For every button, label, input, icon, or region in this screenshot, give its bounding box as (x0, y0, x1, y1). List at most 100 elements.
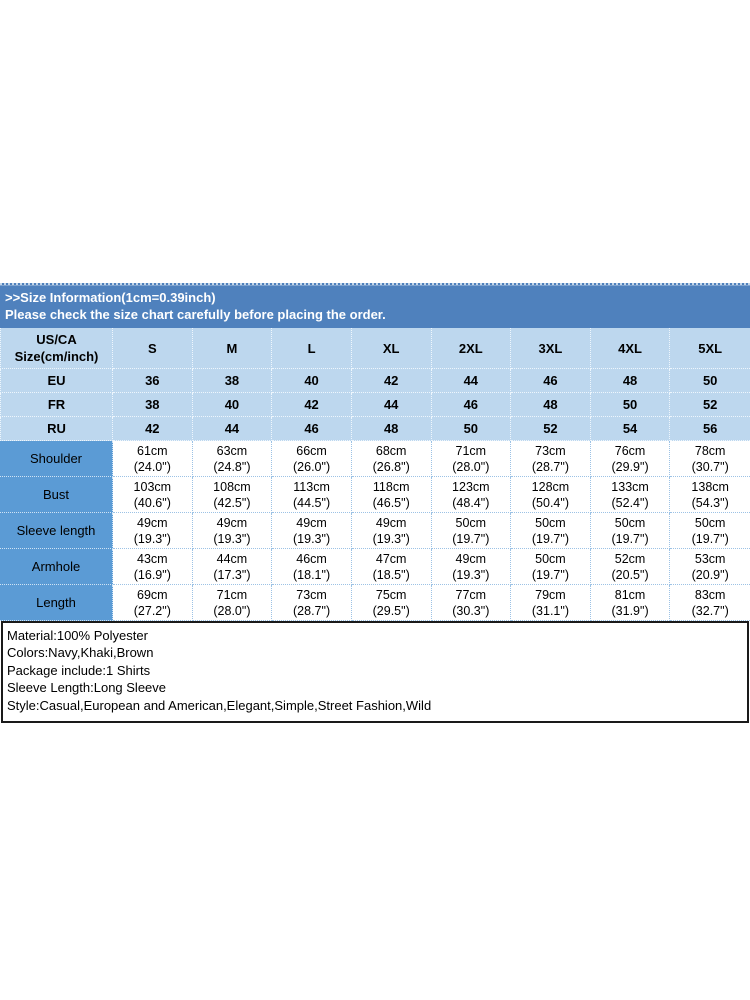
measurement-cell: 123cm (48.4") (431, 477, 512, 513)
region-size-cell: 44 (431, 369, 512, 393)
measurement-inch-value: (28.0") (213, 603, 251, 618)
measurement-inch-value: (40.6") (133, 495, 171, 510)
size-column-header: 3XL (511, 328, 591, 369)
measurement-inch-value: (50.4") (531, 495, 569, 510)
corner-header-line1: US/CA (36, 332, 77, 347)
measurement-label-cell: Length (0, 585, 113, 621)
measurement-row: Bust 103cm (40.6") 108cm (42.5") 113cm (44.5")… (0, 477, 750, 513)
measurement-cm-value: 50cm (535, 551, 566, 566)
size-chart-table: US/CA Size(cm/inch) S M L XL 2XL 3XL 4XL 5XL EU 36… (0, 328, 750, 621)
size-column-header: XL (351, 328, 432, 369)
measurement-inch-value: (19.7") (531, 531, 569, 546)
measurement-inch-value: (18.1") (293, 567, 331, 582)
measurement-cm-value: 71cm (455, 443, 487, 458)
measurement-inch-value: (26.8") (372, 459, 410, 474)
measurement-cm-value: 108cm (213, 479, 251, 494)
measurement-cm-value: 50cm (614, 515, 646, 530)
measurement-cm-value: 53cm (694, 551, 726, 566)
measurement-row: Armhole 43cm (16.9") 44cm (17.3") 46cm (18.1")… (0, 549, 750, 585)
measurement-cell: 50cm (19.7") (511, 549, 591, 585)
measurement-cell: 49cm (19.3") (113, 513, 193, 549)
region-size-cell: 50 (431, 417, 512, 441)
region-size-cell: 44 (351, 393, 432, 417)
measurement-inch-value: (19.7") (691, 531, 729, 546)
size-column-header: 4XL (590, 328, 671, 369)
measurement-inch-value: (44.5") (293, 495, 331, 510)
corner-header-cell: US/CA Size(cm/inch) (0, 328, 113, 369)
measurement-cm-value: 103cm (133, 479, 172, 494)
measurement-cm-value: 61cm (137, 443, 168, 458)
measurement-cell: 50cm (19.7") (431, 513, 512, 549)
measurement-inch-value: (19.3") (293, 531, 331, 546)
measurement-inch-value: (19.7") (531, 567, 569, 582)
measurement-inch-value: (24.0") (133, 459, 171, 474)
region-size-cell: 36 (113, 369, 193, 393)
measurement-cm-value: 79cm (535, 587, 566, 602)
measurement-inch-value: (30.7") (691, 459, 729, 474)
measurement-inch-value: (17.3") (213, 567, 251, 582)
measurement-cell: 69cm (27.2") (113, 585, 193, 621)
measurement-cell: 50cm (19.7") (511, 513, 591, 549)
region-size-row: EU 36 38 40 42 44 46 48 50 (0, 369, 750, 393)
measurement-cm-value: 44cm (216, 551, 248, 566)
product-detail-line: Package include:1 Shirts (7, 662, 151, 678)
size-info-section: >>Size Information(1cm=0.39inch) Please … (0, 283, 750, 724)
measurement-inch-value: (19.3") (452, 567, 490, 582)
region-size-cell: 54 (590, 417, 671, 441)
region-size-cell: 42 (113, 417, 193, 441)
measurement-cm-value: 66cm (296, 443, 327, 458)
measurement-cell: 75cm (29.5") (351, 585, 432, 621)
measurement-cm-value: 78cm (694, 443, 726, 458)
measurement-cell: 71cm (28.0") (431, 441, 512, 477)
measurement-cell: 133cm (52.4") (590, 477, 671, 513)
measurement-inch-value: (31.9") (611, 603, 649, 618)
region-size-cell: 46 (511, 369, 591, 393)
product-detail-line: Sleeve Length:Long Sleeve (7, 680, 167, 696)
measurement-cell: 76cm (29.9") (590, 441, 671, 477)
size-table-head: US/CA Size(cm/inch) S M L XL 2XL 3XL 4XL 5XL (0, 328, 750, 369)
measurement-cell: 73cm (28.7") (272, 585, 352, 621)
measurement-cm-value: 133cm (611, 479, 649, 494)
measurement-inch-value: (28.0") (452, 459, 490, 474)
measurement-row: Length 69cm (27.2") 71cm (28.0") 73cm (28.7") 7… (0, 585, 750, 621)
measurement-cell: 128cm (50.4") (511, 477, 591, 513)
measurement-cell: 43cm (16.9") (113, 549, 193, 585)
measurement-cell: 118cm (46.5") (351, 477, 432, 513)
measurement-cell: 61cm (24.0") (113, 441, 193, 477)
region-size-cell: 40 (272, 369, 352, 393)
measurement-cell: 63cm (24.8") (192, 441, 273, 477)
measurement-inch-value: (32.7") (691, 603, 729, 618)
measurement-inch-value: (29.5") (372, 603, 410, 618)
measurement-cm-value: 77cm (455, 587, 487, 602)
product-detail-line: Style:Casual,European and American,Elega… (7, 697, 432, 713)
region-label-cell: EU (0, 369, 113, 393)
measurement-cell: 113cm (44.5") (272, 477, 352, 513)
measurement-cell: 52cm (20.5") (590, 549, 671, 585)
measurement-cell: 78cm (30.7") (670, 441, 750, 477)
banner-title: >>Size Information(1cm=0.39inch) (5, 290, 216, 305)
size-column-header: S (113, 328, 193, 369)
measurement-cm-value: 50cm (535, 515, 566, 530)
product-details-box: Material:100% Polyester Colors:Navy,Khaki… (1, 621, 749, 724)
measurement-cm-value: 49cm (455, 551, 487, 566)
measurement-cm-value: 118cm (372, 479, 410, 494)
product-detail-line: Colors:Navy,Khaki,Brown (7, 645, 154, 661)
measurement-cell: 50cm (19.7") (670, 513, 750, 549)
measurement-cell: 81cm (31.9") (590, 585, 671, 621)
region-size-cell: 42 (272, 393, 352, 417)
region-size-row: FR 38 40 42 44 46 48 50 52 (0, 393, 750, 417)
measurement-cell: 49cm (19.3") (351, 513, 432, 549)
measurement-cm-value: 46cm (296, 551, 327, 566)
measurement-inch-value: (19.3") (372, 531, 410, 546)
region-label-cell: RU (0, 417, 113, 441)
measurement-cell: 103cm (40.6") (113, 477, 193, 513)
measurement-inch-value: (19.7") (611, 531, 649, 546)
region-size-cell: 38 (192, 369, 273, 393)
size-table-measure-body: Shoulder 61cm (24.0") 63cm (24.8") 66cm (26.0"… (0, 441, 750, 621)
measurement-cell: 77cm (30.3") (431, 585, 512, 621)
size-column-header: 5XL (670, 328, 750, 369)
region-label-cell: FR (0, 393, 113, 417)
region-size-cell: 52 (511, 417, 591, 441)
measurement-cell: 49cm (19.3") (431, 549, 512, 585)
size-column-header: M (192, 328, 273, 369)
